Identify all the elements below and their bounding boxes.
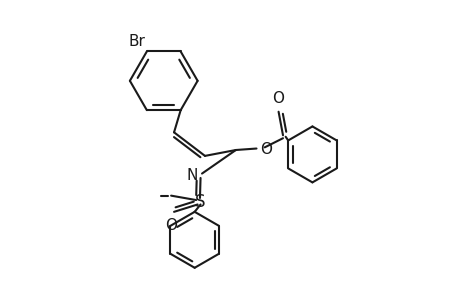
Text: S: S xyxy=(195,193,205,211)
Text: O: O xyxy=(260,142,272,158)
Text: O: O xyxy=(272,91,284,106)
Text: N: N xyxy=(186,167,197,182)
Text: O: O xyxy=(165,218,177,233)
Text: Br: Br xyxy=(128,34,145,49)
